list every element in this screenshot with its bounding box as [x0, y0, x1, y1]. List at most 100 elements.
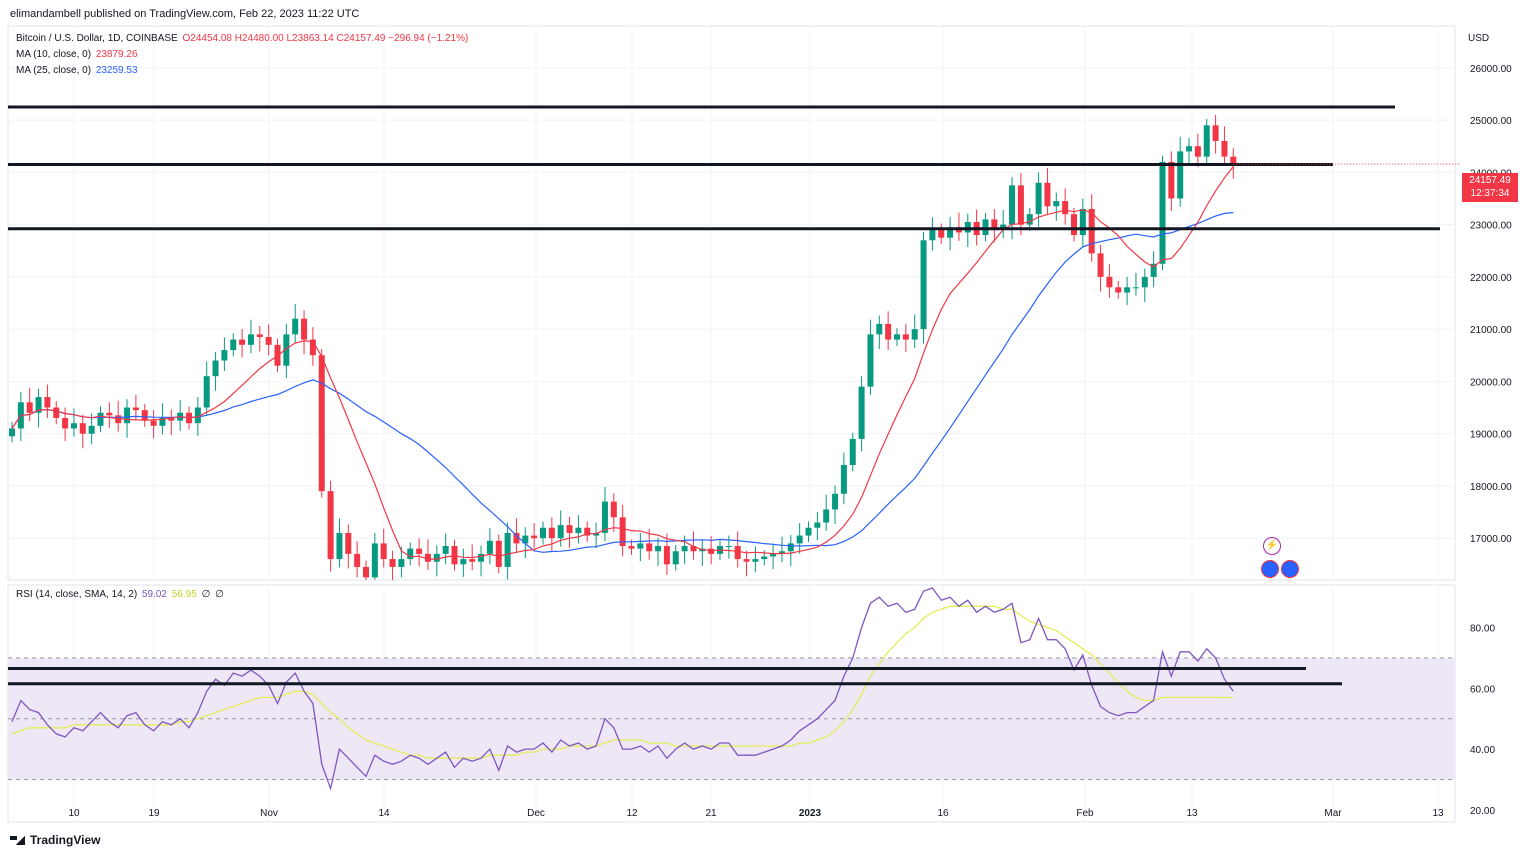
rsi-axis-tick: 80.00 [1470, 624, 1495, 635]
candle-body [230, 339, 237, 351]
ma25-label[interactable]: MA (25, close, 0) [16, 65, 92, 76]
price-axis-tick: 26000.00 [1470, 64, 1512, 75]
x-axis-tick: 19 [148, 808, 160, 819]
candle-body [628, 546, 635, 549]
candle-body [1132, 287, 1139, 289]
ohlc-values: O24454.08 H24480.00 L23863.14 C24157.49 … [182, 33, 469, 44]
candle-body [407, 548, 414, 560]
candle-body [876, 323, 883, 335]
us-flag-icon[interactable] [1261, 560, 1279, 578]
tradingview-logo-icon [10, 834, 26, 846]
candle-body [79, 423, 86, 434]
candle-body [1062, 201, 1069, 215]
price-axis-tick: 23000.00 [1470, 221, 1512, 232]
rsi-extra-1: ∅ [201, 589, 211, 600]
candle-body [778, 551, 785, 554]
candle-body [663, 546, 670, 565]
candle-body [442, 546, 449, 554]
candle-body [203, 376, 210, 408]
candle-body [637, 543, 644, 549]
rsi-sma-line [11, 605, 1234, 759]
candle-body [929, 229, 936, 241]
x-axis-tick: 13 [1186, 808, 1198, 819]
candle-body [1035, 182, 1042, 215]
ma10-label[interactable]: MA (10, close, 0) [16, 49, 92, 60]
candle-body [655, 546, 662, 552]
candle-body [1141, 276, 1148, 288]
rsi-value: 59.02 [141, 589, 167, 600]
candle-body [283, 334, 290, 366]
rsi-axis-tick: 40.00 [1470, 745, 1495, 756]
candle-body [194, 407, 201, 424]
candle-body [531, 535, 538, 539]
price-axis-tick: 25000.00 [1470, 116, 1512, 127]
candle-body [513, 532, 520, 544]
candle-body [1230, 156, 1237, 165]
rsi-line [11, 587, 1234, 791]
candle-body [380, 543, 387, 560]
footer-brand: TradingView [10, 833, 100, 847]
candle-body [902, 334, 909, 340]
candle-body [557, 525, 564, 539]
candle-body [88, 425, 95, 434]
candle-body [345, 532, 352, 554]
candle-body [601, 501, 608, 533]
candle-body [743, 559, 750, 562]
x-axis-tick: Dec [527, 808, 545, 819]
candle-body [168, 417, 175, 421]
candle-body [132, 407, 139, 411]
ma25-value: 23259.53 [95, 65, 138, 76]
candle-body [318, 355, 325, 492]
candle-body [584, 527, 591, 536]
price-pane-frame [7, 25, 1456, 581]
candle-body [1124, 287, 1131, 293]
candle-body [540, 527, 546, 539]
candle-body [752, 559, 759, 562]
candle-body [734, 546, 741, 560]
candle-body [1088, 208, 1095, 254]
rsi-label[interactable]: RSI (14, close, SMA, 14, 2) [16, 589, 138, 600]
candle-body [504, 532, 511, 567]
lightning-icon[interactable]: ⚡ [1263, 537, 1281, 555]
rsi-extra-2: ∅ [215, 589, 224, 600]
candle-body [522, 535, 529, 544]
candle-body [911, 329, 918, 340]
price-axis-tick: 19000.00 [1470, 430, 1512, 441]
candle-body [212, 360, 219, 377]
candle-body [575, 527, 582, 533]
symbol-name[interactable]: Bitcoin / U.S. Dollar, 1D, COINBASE [16, 33, 178, 44]
us-flag-icon[interactable] [1281, 560, 1299, 578]
candle-body [1221, 140, 1228, 157]
candle-body [416, 548, 423, 554]
candle-body [796, 535, 803, 544]
rsi-sma-value: 56.95 [171, 589, 197, 600]
candle-body [26, 402, 33, 413]
last-price: 24157.49 [1469, 175, 1511, 186]
candle-body [894, 334, 900, 340]
candles-group [9, 114, 1237, 580]
candle-body [823, 509, 830, 523]
candle-body [265, 336, 272, 345]
candle-body [469, 559, 476, 562]
ma25-legend: MA (25, close, 0) 23259.53 [16, 65, 140, 76]
candle-body [433, 553, 440, 562]
candle-body [947, 227, 954, 238]
x-axis-tick: Mar [1324, 808, 1342, 819]
x-axis-tick: Nov [260, 808, 278, 819]
last-price-tag: 24157.49 12:37:34 [1462, 173, 1518, 202]
candle-body [124, 407, 131, 424]
candle-body [336, 532, 343, 560]
candle-body [1203, 125, 1210, 157]
candle-body [1097, 253, 1104, 277]
candle-body [832, 493, 839, 510]
price-axis-tick: 22000.00 [1470, 273, 1512, 284]
x-axis-tick: 10 [68, 808, 80, 819]
candle-body [292, 318, 299, 335]
candle-body [646, 543, 653, 552]
rsi-axis-tick: 60.00 [1470, 684, 1495, 695]
footer-brand-text: TradingView [30, 833, 101, 847]
price-axis-tick: 21000.00 [1470, 325, 1512, 336]
candle-body [460, 559, 467, 565]
candle-body [1071, 214, 1077, 236]
x-axis-tick: 2023 [799, 808, 822, 819]
